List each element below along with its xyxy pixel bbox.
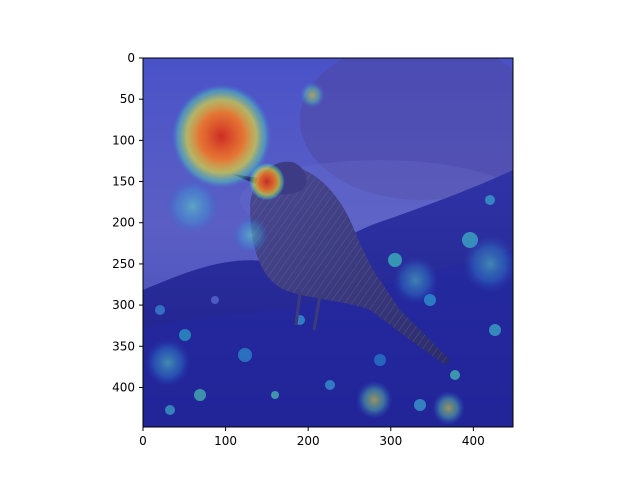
heat-hotspot <box>462 235 513 293</box>
x-tick-label: 200 <box>297 434 320 448</box>
y-tick-label: 50 <box>120 92 135 106</box>
axes-frame <box>142 57 514 428</box>
y-tick-label: 150 <box>112 175 135 189</box>
heat-hotspot <box>248 162 286 201</box>
y-axis: 0 50 100 150 200 250 300 350 400 <box>112 51 143 394</box>
heat-hotspot <box>232 216 269 255</box>
heat-hotspot <box>356 380 393 419</box>
heat-hotspot <box>299 81 326 109</box>
heat-hotspot <box>145 338 191 387</box>
heat-overlay <box>145 81 513 426</box>
y-tick-label: 0 <box>127 51 135 65</box>
x-axis: 0 100 200 300 400 <box>139 427 485 448</box>
heat-hotspot <box>171 83 272 189</box>
x-tick-label: 0 <box>139 434 147 448</box>
x-tick-label: 300 <box>379 434 402 448</box>
x-tick-label: 400 <box>462 434 485 448</box>
heat-hotspot <box>392 256 439 305</box>
y-tick-label: 300 <box>112 298 135 312</box>
y-tick-label: 100 <box>112 133 135 147</box>
heat-hotspot <box>432 390 465 426</box>
y-tick-label: 400 <box>112 380 135 394</box>
x-tick-label: 100 <box>214 434 237 448</box>
image-area <box>143 58 513 427</box>
y-tick-label: 250 <box>112 257 135 271</box>
heat-hotspot <box>165 177 220 235</box>
y-tick-label: 350 <box>112 339 135 353</box>
y-tick-label: 200 <box>112 216 135 230</box>
haze-region <box>300 58 513 200</box>
